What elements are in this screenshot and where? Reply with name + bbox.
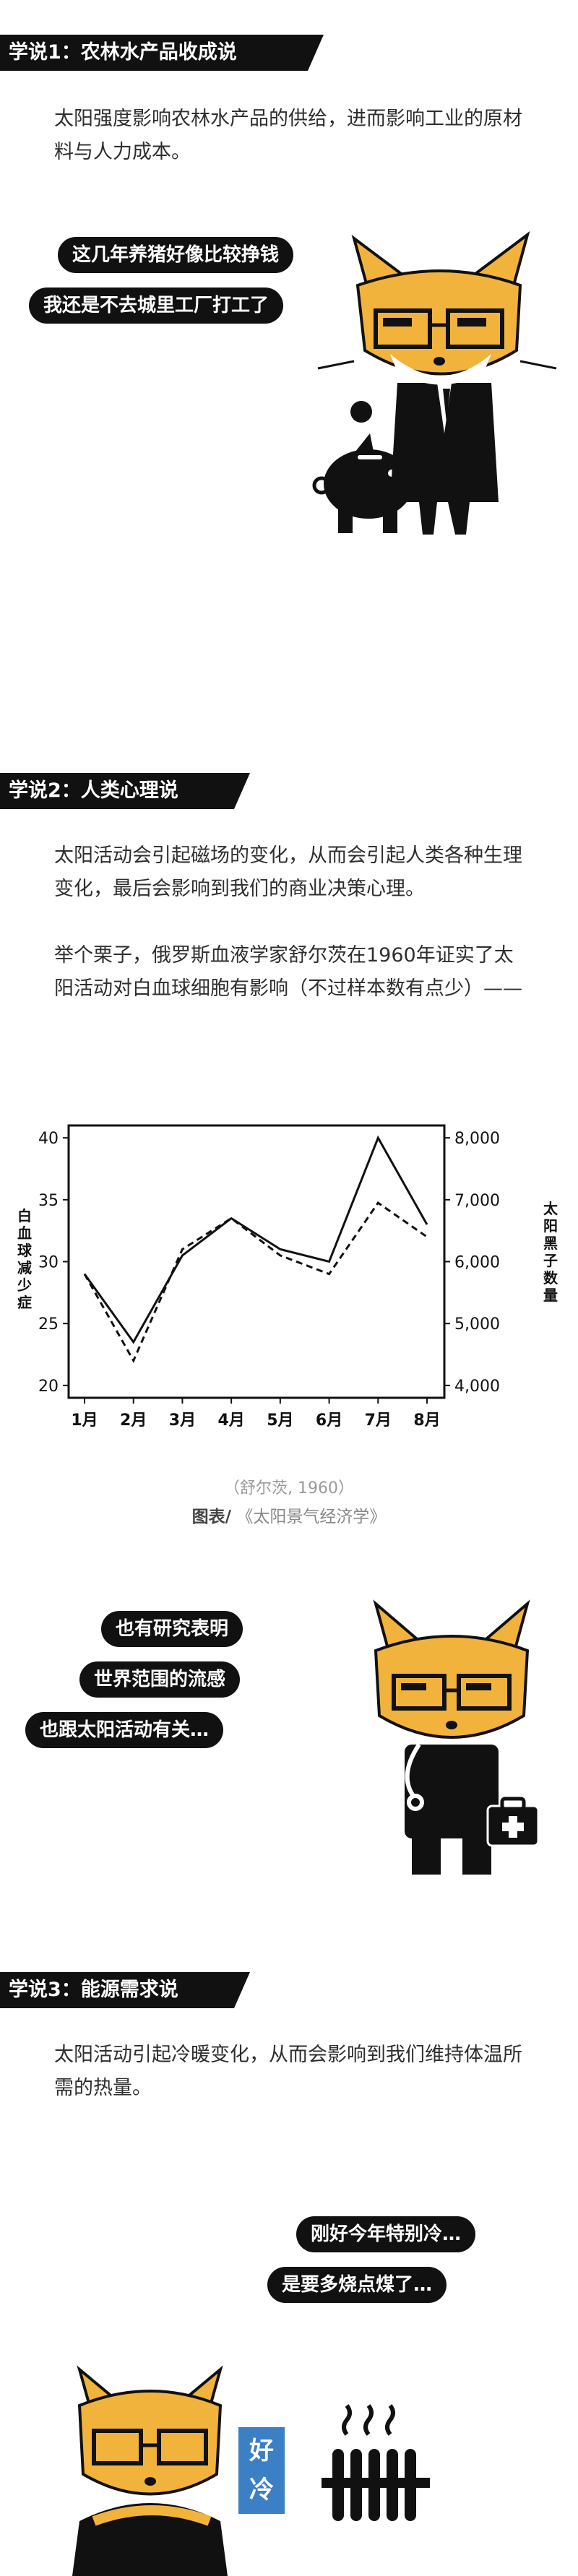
y2-tick-label: 7,000 <box>454 1192 500 1210</box>
svg-text:子: 子 <box>543 1252 558 1269</box>
fox-cold-illustration <box>72 2365 228 2576</box>
paragraph: 太阳活动会引起磁场的变化，从而会引起人类各种生理变化，最后会影响到我们的商业决策… <box>54 844 522 900</box>
x-tick-label: 7月 <box>365 1412 392 1430</box>
y-tick-label: 30 <box>38 1254 59 1272</box>
section-2-text: 太阳活动会引起磁场的变化，从而会引起人类各种生理变化，最后会影响到我们的商业决策… <box>54 839 531 1006</box>
medical-kit-icon <box>486 1797 540 1847</box>
x-tick-label: 5月 <box>267 1412 293 1430</box>
cold-sign-label: 好冷 <box>249 2437 274 2504</box>
svg-text:血: 血 <box>17 1224 32 1242</box>
paragraph: 太阳活动引起冷暖变化，从而会影响到我们维持体温所需的热量。 <box>54 2044 522 2099</box>
x-tick-label: 8月 <box>413 1412 440 1430</box>
radiator-icon <box>322 2404 430 2521</box>
paragraph: 举个栗子，俄罗斯血液学家舒尔茨在1960年证实了太阳活动对白血球细胞有影响（不过… <box>54 944 522 1000</box>
x-tick-label: 1月 <box>71 1412 98 1430</box>
chart-source: （舒尔茨, 1960） <box>224 1479 354 1497</box>
speech-bubble-6: 刚好今年特别冷… <box>296 2216 476 2252</box>
fox-doctor-illustration <box>373 1599 540 1875</box>
svg-text:量: 量 <box>543 1287 558 1304</box>
chart-caption: 图表/ 《太阳景气经济学》 <box>0 1503 578 1527</box>
speech-bubble-2: 我还是不去城里工厂打工了 <box>29 288 284 324</box>
section-2-tag: 学说2：人类心理说 <box>0 773 250 809</box>
svg-text:太: 太 <box>543 1200 558 1217</box>
x-tick-label: 3月 <box>169 1412 196 1430</box>
leukopenia-sunspot-chart: 20 25 30 35 40 4,000 5,000 6,000 7,000 8,000 1月 2月 3… <box>14 1105 564 1466</box>
x-tick-label: 2月 <box>120 1412 147 1430</box>
section-1-text: 太阳强度影响农林水产品的供给，进而影响工业的原材料与人力成本。 <box>54 103 531 169</box>
y-tick-label: 25 <box>38 1315 59 1334</box>
svg-text:少: 少 <box>17 1276 32 1294</box>
section-1-tag: 学说1：农林水产品收成说 <box>0 35 324 71</box>
series-line-1 <box>83 1135 428 1344</box>
y2-tick-label: 6,000 <box>454 1254 500 1272</box>
speech-bubble-7: 是要多烧点煤了… <box>267 2267 447 2303</box>
y2-tick-label: 8,000 <box>454 1130 500 1148</box>
section-3-text: 太阳活动引起冷暖变化，从而会影响到我们维持体温所需的热量。 <box>54 2039 531 2105</box>
paragraph: 太阳强度影响农林水产品的供给，进而影响工业的原材料与人力成本。 <box>54 108 522 163</box>
y-tick-label: 35 <box>38 1192 59 1210</box>
svg-text:白: 白 <box>17 1207 32 1224</box>
series-line-2 <box>83 1201 428 1363</box>
plot-frame <box>67 1124 446 1399</box>
svg-text:球: 球 <box>17 1242 33 1259</box>
y2-tick-label: 4,000 <box>454 1378 500 1396</box>
fox-businessman-illustration <box>312 230 557 535</box>
svg-text:阳: 阳 <box>543 1217 558 1235</box>
chart-caption-label: 图表/ <box>191 1508 232 1526</box>
y2-tick-label: 5,000 <box>454 1315 500 1334</box>
x-tick-label: 6月 <box>316 1412 342 1430</box>
svg-text:数: 数 <box>543 1269 558 1287</box>
speech-bubble-1: 这几年养猪好像比较挣钱 <box>58 237 294 273</box>
svg-text:黑: 黑 <box>543 1235 558 1252</box>
chart-caption-title: 《太阳景气经济学》 <box>236 1508 387 1526</box>
speech-bubble-5: 也跟太阳活动有关… <box>25 1712 224 1748</box>
speech-bubble-3: 也有研究表明 <box>101 1611 243 1647</box>
svg-text:症: 症 <box>17 1294 32 1311</box>
x-tick-label: 4月 <box>217 1412 244 1430</box>
coin-icon <box>350 401 372 423</box>
svg-text:减: 减 <box>17 1259 32 1276</box>
y-tick-label: 40 <box>38 1130 59 1148</box>
section-3-tag: 学说3：能源需求说 <box>0 1972 250 2008</box>
speech-bubble-4: 世界范围的流感 <box>79 1661 241 1698</box>
cold-sign: 好冷 <box>238 2427 285 2514</box>
y-tick-label: 20 <box>38 1378 59 1396</box>
